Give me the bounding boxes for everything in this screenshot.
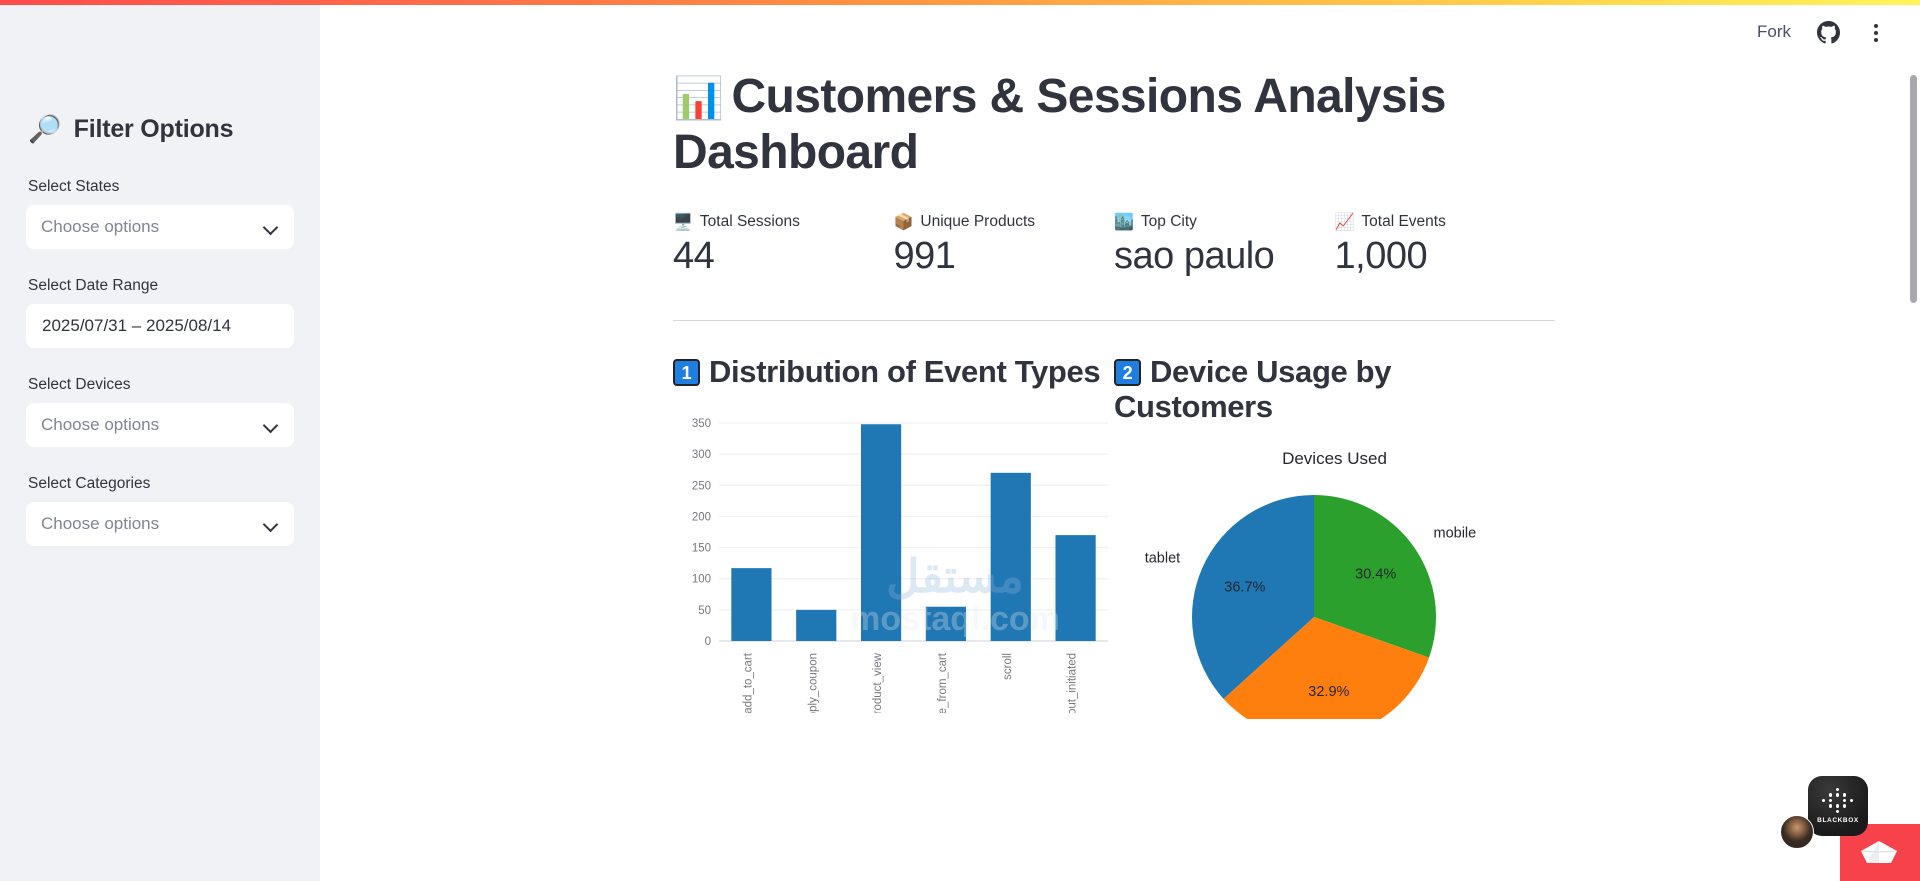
label-select-states: Select States (28, 178, 120, 195)
filter-group-categories: Select Categories Choose options (26, 475, 294, 546)
page-title: 📊 Customers & Sessions Analysis Dashboard (673, 69, 1555, 180)
svg-text:tablet: tablet (1145, 550, 1180, 566)
metric-value: 991 (893, 235, 956, 278)
section-divider (673, 320, 1555, 322)
sidebar: 🔎 Filter Options Select States Choose op… (0, 5, 320, 881)
cityscape-icon: 🏙️ (1114, 214, 1134, 232)
github-icon[interactable] (1817, 20, 1840, 44)
filter-group-date-range: Select Date Range 2025/07/31 – 2025/08/1… (26, 277, 294, 348)
magnifier-icon: 🔎 (28, 114, 62, 144)
metric-label-text: Total Sessions (699, 213, 800, 231)
page-scrollbar[interactable] (1907, 5, 1920, 881)
select-states-input[interactable]: Choose options (26, 205, 294, 249)
select-devices-placeholder: Choose options (41, 415, 160, 434)
svg-text:32.9%: 32.9% (1308, 684, 1349, 700)
svg-text:36.7%: 36.7% (1224, 579, 1265, 595)
sidebar-header: 🔎 Filter Options (26, 115, 294, 144)
chart-section-device-usage: 2 Device Usage by Customers Devices Used … (1114, 354, 1555, 770)
chart-heading-text: Device Usage by Customers (1114, 354, 1392, 425)
main-content: 📊 Customers & Sessions Analysis Dashboard… (320, 5, 1910, 881)
metric-total-sessions: 🖥️ Total Sessions 44 (673, 212, 894, 279)
chart-heading-text: Distribution of Event Types (709, 354, 1101, 390)
svg-text:100: 100 (692, 574, 711, 586)
app-toolbar: Fork (1757, 5, 1920, 59)
chart-heading-event-types: 1 Distribution of Event Types (673, 354, 1114, 389)
keycap-2-icon: 2 (1114, 359, 1141, 387)
svg-text:350: 350 (692, 418, 711, 430)
metric-value: 1,000 (1334, 235, 1428, 278)
svg-text:add_to_cart: add_to_cart (742, 653, 754, 714)
svg-text:300: 300 (692, 450, 711, 462)
svg-text:150: 150 (692, 543, 711, 555)
sidebar-title: Filter Options (73, 115, 234, 143)
metric-label-text: Unique Products (920, 213, 1036, 231)
filter-group-devices: Select Devices Choose options (26, 376, 294, 447)
chart-section-event-types: 1 Distribution of Event Types 0 50 100 150 20… (673, 354, 1114, 749)
chart-heading-device-usage: 2 Device Usage by Customers (1114, 354, 1555, 425)
metric-unique-products: 📦 Unique Products 991 (894, 212, 1115, 279)
svg-text:remove_from_cart: remove_from_cart (937, 653, 949, 714)
select-states-placeholder: Choose options (41, 217, 160, 236)
date-range-input[interactable]: 2025/07/31 – 2025/08/14 (26, 304, 294, 348)
blackbox-widget-button[interactable]: BLACKBOX (1808, 776, 1868, 836)
keycap-1-icon: 1 (673, 359, 700, 387)
svg-text:30.4%: 30.4% (1355, 566, 1396, 582)
bar-chart-svg: 0 50 100 150 200 250 300 350 add_to_cart apply_co… (692, 418, 1108, 714)
avatar[interactable] (1780, 815, 1814, 849)
page-title-text: Customers & Sessions Analysis Dashboard (673, 70, 1446, 179)
metric-top-city: 🏙️ Top City sao paulo (1114, 212, 1335, 279)
select-devices-input[interactable]: Choose options (26, 403, 294, 447)
charts-row: 1 Distribution of Event Types 0 50 100 150 20… (673, 354, 1555, 770)
svg-text:checkout_initiated: checkout_initiated (1067, 653, 1079, 713)
metric-label-text: Total Events (1361, 213, 1446, 231)
svg-text:mobile: mobile (1434, 525, 1477, 541)
desktop-computer-icon: 🖥️ (673, 214, 693, 232)
scrollbar-thumb[interactable] (1910, 75, 1917, 303)
fork-button[interactable]: Fork (1757, 22, 1791, 41)
svg-text:250: 250 (692, 481, 711, 493)
top-accent-bar (0, 0, 1920, 5)
label-select-categories: Select Categories (28, 475, 151, 492)
pie-chart[interactable]: Devices Used 30.4%mobile32.9%desktop36.7… (1114, 448, 1555, 770)
svg-text:scroll: scroll (1002, 653, 1014, 680)
blackbox-logo-icon (1821, 788, 1855, 813)
bar-chart-emoji-icon: 📊 (673, 75, 724, 121)
metric-total-events: 📈 Total Events 1,000 (1335, 212, 1556, 279)
metrics-row: 🖥️ Total Sessions 44 📦 Unique Products 9… (673, 212, 1555, 279)
blackbox-label: BLACKBOX (1817, 816, 1859, 824)
svg-text:50: 50 (698, 605, 711, 617)
chart-increasing-icon: 📈 (1334, 214, 1355, 232)
paper-boat-icon[interactable] (1859, 839, 1899, 867)
select-categories-input[interactable]: Choose options (26, 502, 294, 546)
label-select-date-range: Select Date Range (28, 277, 159, 294)
pie-chart-title: Devices Used (1282, 448, 1387, 468)
date-range-value: 2025/07/31 – 2025/08/14 (42, 316, 232, 335)
filter-group-states: Select States Choose options (26, 178, 294, 249)
bar-chart[interactable]: 0 50 100 150 200 250 300 350 add_to_cart apply_co… (673, 413, 1114, 713)
package-icon: 📦 (893, 214, 914, 232)
metric-label-text: Top City (1140, 213, 1197, 231)
chevron-down-icon (264, 418, 278, 432)
select-categories-placeholder: Choose options (41, 514, 160, 533)
svg-text:0: 0 (705, 636, 711, 648)
more-vertical-icon[interactable] (1866, 21, 1886, 44)
chevron-down-icon (264, 220, 278, 234)
label-select-devices: Select Devices (28, 376, 131, 393)
metric-value: 44 (673, 235, 715, 278)
svg-text:product_view: product_view (872, 653, 884, 714)
svg-text:apply_coupon: apply_coupon (807, 653, 819, 713)
metric-value: sao paulo (1114, 235, 1275, 278)
chevron-down-icon (264, 517, 278, 531)
svg-text:200: 200 (692, 512, 711, 524)
